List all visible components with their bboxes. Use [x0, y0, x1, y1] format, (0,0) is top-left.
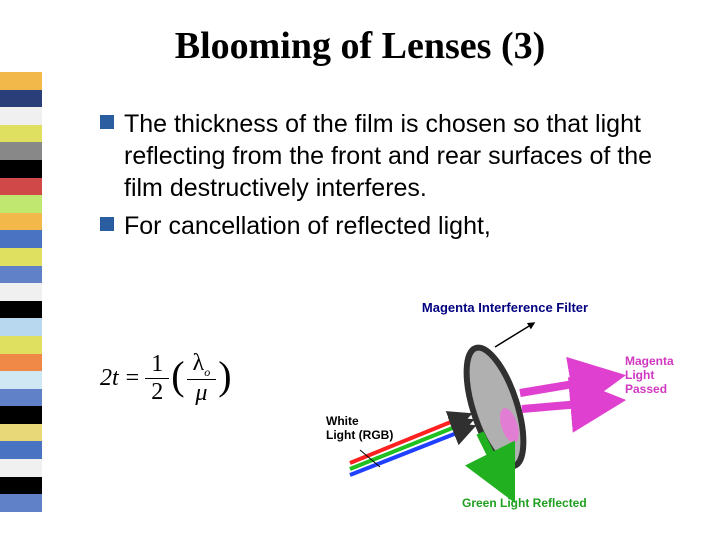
stripe — [0, 494, 42, 512]
bullet-text: For cancellation of reflected light, — [124, 210, 491, 242]
bullet-list: The thickness of the film is chosen so t… — [100, 108, 660, 248]
magenta-beam — [520, 377, 615, 393]
eq-frac2-num: λo — [187, 350, 217, 380]
label-green-light: Green Light Reflected — [462, 497, 587, 511]
page-title: Blooming of Lenses (3) — [0, 24, 720, 68]
eq-frac1-den: 2 — [145, 379, 169, 405]
bullet-item: For cancellation of reflected light, — [100, 210, 660, 242]
eq-equals: = — [126, 365, 140, 392]
stripe — [0, 107, 42, 125]
stripe — [0, 90, 42, 108]
stripe — [0, 230, 42, 248]
callout-title-line — [495, 323, 534, 347]
eq-paren-open: ( — [171, 358, 184, 394]
stripe — [0, 441, 42, 459]
stripe — [0, 248, 42, 266]
stripe — [0, 160, 42, 178]
eq-frac-lambda: λo μ — [187, 350, 217, 406]
eq-frac-half: 1 2 — [145, 351, 169, 405]
magenta-beam-2 — [522, 401, 615, 409]
label-white-light: WhiteLight (RGB) — [326, 415, 393, 443]
bullet-square-icon — [100, 115, 114, 129]
stripe — [0, 266, 42, 284]
label-magenta-light: MagentaLightPassed — [625, 355, 674, 396]
stripe — [0, 371, 42, 389]
stripe — [0, 142, 42, 160]
bullet-item: The thickness of the film is chosen so t… — [100, 108, 660, 204]
stripe — [0, 72, 42, 90]
stripe — [0, 459, 42, 477]
diagram-title: Magenta Interference Filter — [320, 300, 690, 315]
stripe — [0, 406, 42, 424]
stripe — [0, 477, 42, 495]
stripe — [0, 336, 42, 354]
eq-paren-close: ) — [218, 358, 231, 394]
stripe — [0, 213, 42, 231]
side-stripes — [0, 72, 42, 512]
stripe — [0, 283, 42, 301]
equation: 2t = 1 2 ( λo μ ) — [100, 350, 232, 406]
eq-frac2-den: μ — [189, 380, 213, 406]
bullet-square-icon — [100, 217, 114, 231]
stripe — [0, 125, 42, 143]
stripe — [0, 354, 42, 372]
stripe — [0, 424, 42, 442]
eq-frac1-num: 1 — [145, 351, 169, 378]
stripe — [0, 389, 42, 407]
stripe — [0, 195, 42, 213]
interference-filter-diagram: Magenta Interference Filter — [320, 300, 690, 520]
bullet-text: The thickness of the film is chosen so t… — [124, 108, 660, 204]
stripe — [0, 301, 42, 319]
eq-lhs: 2t — [100, 365, 119, 392]
stripe — [0, 178, 42, 196]
stripe — [0, 318, 42, 336]
